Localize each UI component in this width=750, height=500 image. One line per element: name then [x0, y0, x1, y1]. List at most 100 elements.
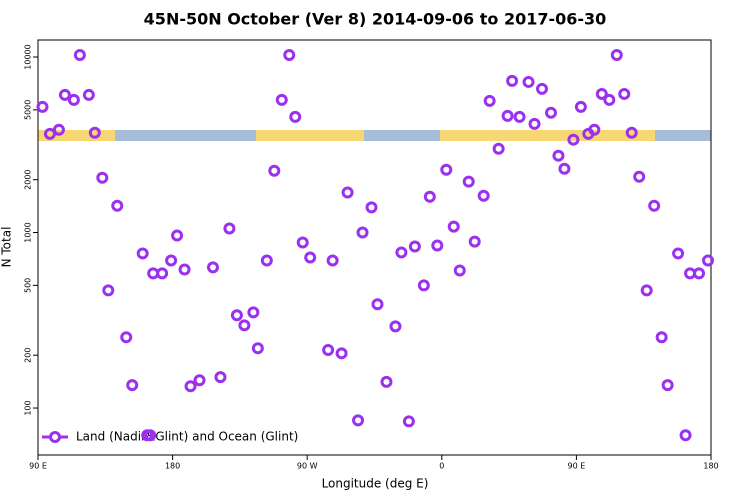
data-point [136, 247, 149, 260]
data-point [52, 123, 65, 136]
data-point [395, 246, 408, 259]
data-point [238, 319, 251, 332]
data-point [275, 93, 288, 106]
data-point [156, 267, 169, 280]
x-tick-label: 180 [703, 462, 718, 471]
data-point [126, 379, 139, 392]
data-point [655, 331, 668, 344]
y-tick-label: 500 [24, 278, 33, 293]
data-point [506, 74, 519, 87]
data-point [206, 261, 219, 274]
data-point [431, 239, 444, 252]
y-tick-label: 5000 [24, 100, 33, 120]
data-point [171, 229, 184, 242]
data-point [230, 309, 243, 322]
data-point [702, 254, 715, 267]
data-point [326, 254, 339, 267]
legend-label: Land (Nadir&Glint) and Ocean (Glint) [76, 430, 298, 444]
data-point [365, 201, 378, 214]
data-point [552, 149, 565, 162]
data-point [43, 127, 56, 140]
data-point [544, 106, 557, 119]
y-tick-label: 200 [24, 348, 33, 363]
data-point [352, 414, 365, 427]
data-point [536, 82, 549, 95]
data-point [567, 133, 580, 146]
data-point [102, 284, 115, 297]
data-point [693, 267, 706, 280]
data-point [558, 162, 571, 175]
data-point [322, 344, 335, 357]
x-tick-label: 90 E [29, 462, 47, 471]
data-point [462, 175, 475, 188]
data-point [214, 371, 227, 384]
data-point [528, 117, 541, 130]
y-tick-label: 1000 [24, 222, 33, 242]
data-point [648, 199, 661, 212]
legend-marker [49, 431, 61, 443]
data-point [423, 190, 436, 203]
data-point [260, 254, 273, 267]
data-point [178, 263, 191, 276]
chart-title: 45N-50N October (Ver 8) 2014-09-06 to 20… [144, 10, 607, 29]
data-point [283, 49, 296, 62]
x-tick-label: 90 W [297, 462, 318, 471]
data-point [492, 142, 505, 155]
data-point [268, 164, 281, 177]
data-point [501, 109, 514, 122]
plot-frame [37, 39, 712, 456]
data-point [371, 298, 384, 311]
data-point [588, 123, 601, 136]
legend: Land (Nadir&Glint) and Ocean (Glint) [42, 430, 298, 444]
data-point [356, 226, 369, 239]
data-point [58, 88, 71, 101]
data-point [82, 88, 95, 101]
data-point [625, 126, 638, 139]
data-point [88, 126, 101, 139]
data-point [251, 342, 264, 355]
data-point [513, 110, 526, 123]
x-tick-label: 0 [439, 462, 444, 471]
data-point [289, 110, 302, 123]
y-tick-label: 100 [24, 400, 33, 415]
data-point [184, 380, 197, 393]
data-point [73, 49, 86, 62]
data-point [223, 222, 236, 235]
y-tick-label: 10000 [24, 44, 33, 69]
data-point [402, 415, 415, 428]
data-point [440, 163, 453, 176]
data-point [447, 220, 460, 233]
data-point [335, 347, 348, 360]
data-point [408, 240, 421, 253]
data-point [304, 251, 317, 264]
data-point [247, 306, 260, 319]
data-point [193, 374, 206, 387]
data-point [633, 170, 646, 183]
data-point [661, 379, 674, 392]
data-point [610, 49, 623, 62]
data-point [468, 235, 481, 248]
x-tick-label: 90 E [568, 462, 586, 471]
x-axis-label: Longitude (deg E) [322, 477, 429, 491]
data-point [296, 236, 309, 249]
data-point [341, 186, 354, 199]
data-point [417, 279, 430, 292]
data-point [640, 284, 653, 297]
data-point [36, 100, 49, 113]
data-point [389, 320, 402, 333]
data-point [453, 264, 466, 277]
data-point [477, 189, 490, 202]
data-point [679, 429, 692, 442]
data-point [380, 375, 393, 388]
data-point [618, 87, 631, 100]
data-point [165, 254, 178, 267]
data-point [96, 171, 109, 184]
y-axis-label: N Total [0, 227, 14, 268]
x-tick-label: 180 [165, 462, 180, 471]
data-point [522, 75, 535, 88]
data-point [483, 94, 496, 107]
surface-strip [38, 130, 711, 141]
data-point [120, 331, 133, 344]
data-point [574, 100, 587, 113]
